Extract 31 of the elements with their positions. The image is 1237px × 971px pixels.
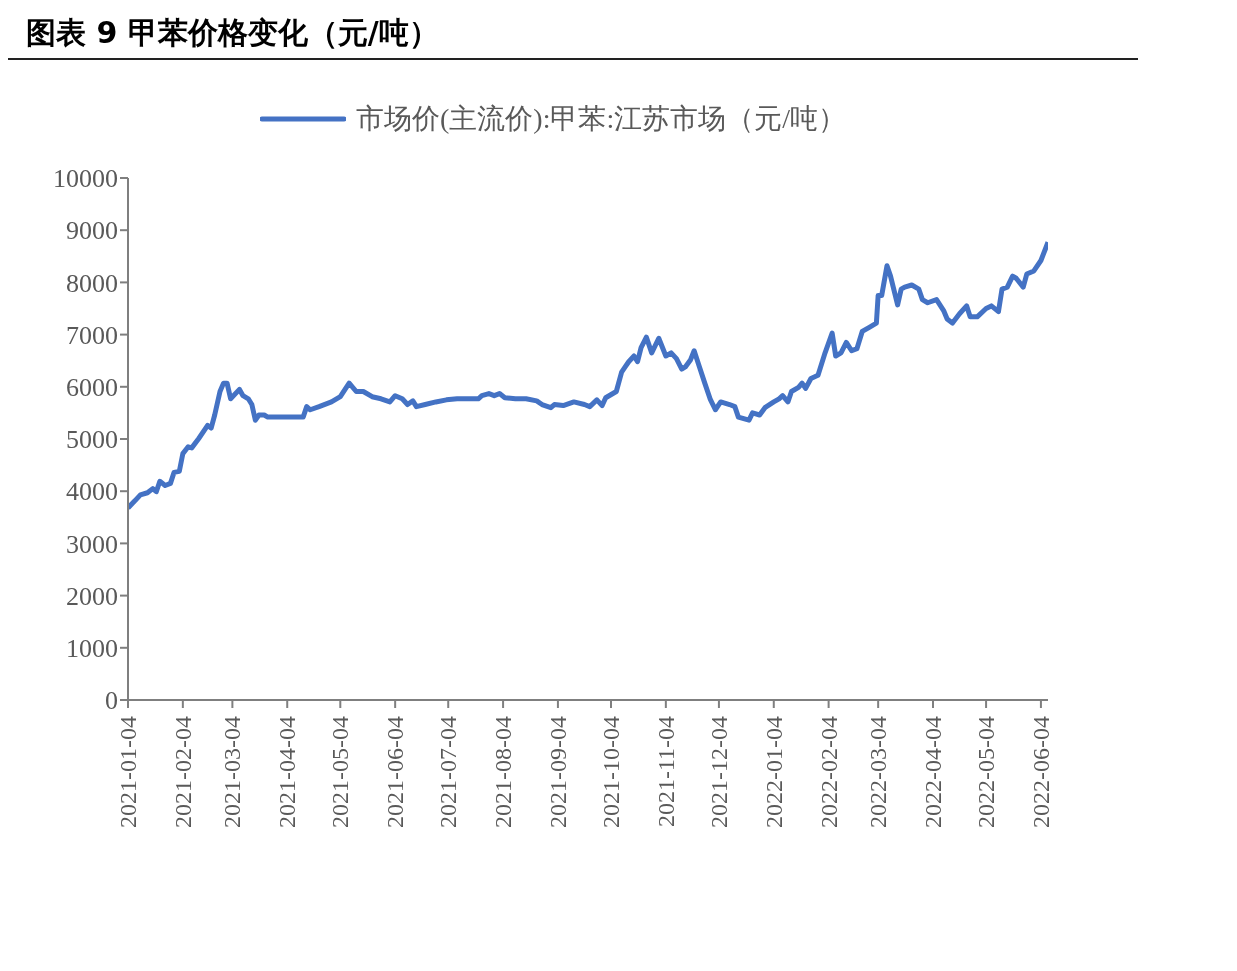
y-tick-label: 0 [105, 686, 118, 716]
x-tick-label: 2021-06-04 [382, 716, 409, 828]
x-tick-label: 2022-01-04 [760, 716, 787, 828]
y-tick-label: 9000 [66, 216, 118, 246]
x-tick-label: 2021-08-04 [490, 716, 517, 828]
y-tick-label: 8000 [66, 268, 118, 298]
x-tick-label: 2021-02-04 [169, 716, 196, 828]
y-tick-label: 7000 [66, 320, 118, 350]
y-tick-label: 6000 [66, 373, 118, 403]
x-tick-label: 2022-04-04 [920, 716, 946, 828]
x-tick-label: 2021-03-04 [219, 716, 246, 828]
chart-title: 图表 9 甲苯价格变化（元/吨） [8, 8, 1138, 60]
x-tick-label: 2021-07-04 [435, 716, 462, 828]
legend-label: 市场价(主流价):甲苯:江苏市场（元/吨） [356, 102, 846, 136]
x-tick-label: 2021-11-04 [652, 716, 679, 828]
x-tick-label: 2021-05-04 [327, 716, 354, 828]
x-tick-label: 2022-03-04 [865, 716, 892, 828]
y-tick-label: 3000 [66, 529, 118, 559]
x-tick-label: 2022-06-04 [1027, 716, 1054, 828]
y-tick-label: 5000 [66, 425, 118, 455]
x-tick-label: 2022-05-04 [973, 716, 1000, 828]
x-tick-label: 2021-12-04 [705, 716, 732, 828]
y-tick-label: 4000 [66, 477, 118, 507]
x-tick-label: 2021-10-04 [598, 716, 624, 828]
x-tick-label: 2021-01-04 [115, 716, 141, 828]
y-tick-label: 2000 [66, 581, 118, 611]
x-tick-label: 2022-02-04 [815, 716, 842, 828]
y-tick-label: 1000 [66, 634, 118, 664]
y-tick-label: 10000 [53, 164, 118, 194]
x-tick-label: 2021-09-04 [544, 716, 571, 828]
x-tick-label: 2021-04-04 [274, 716, 301, 828]
